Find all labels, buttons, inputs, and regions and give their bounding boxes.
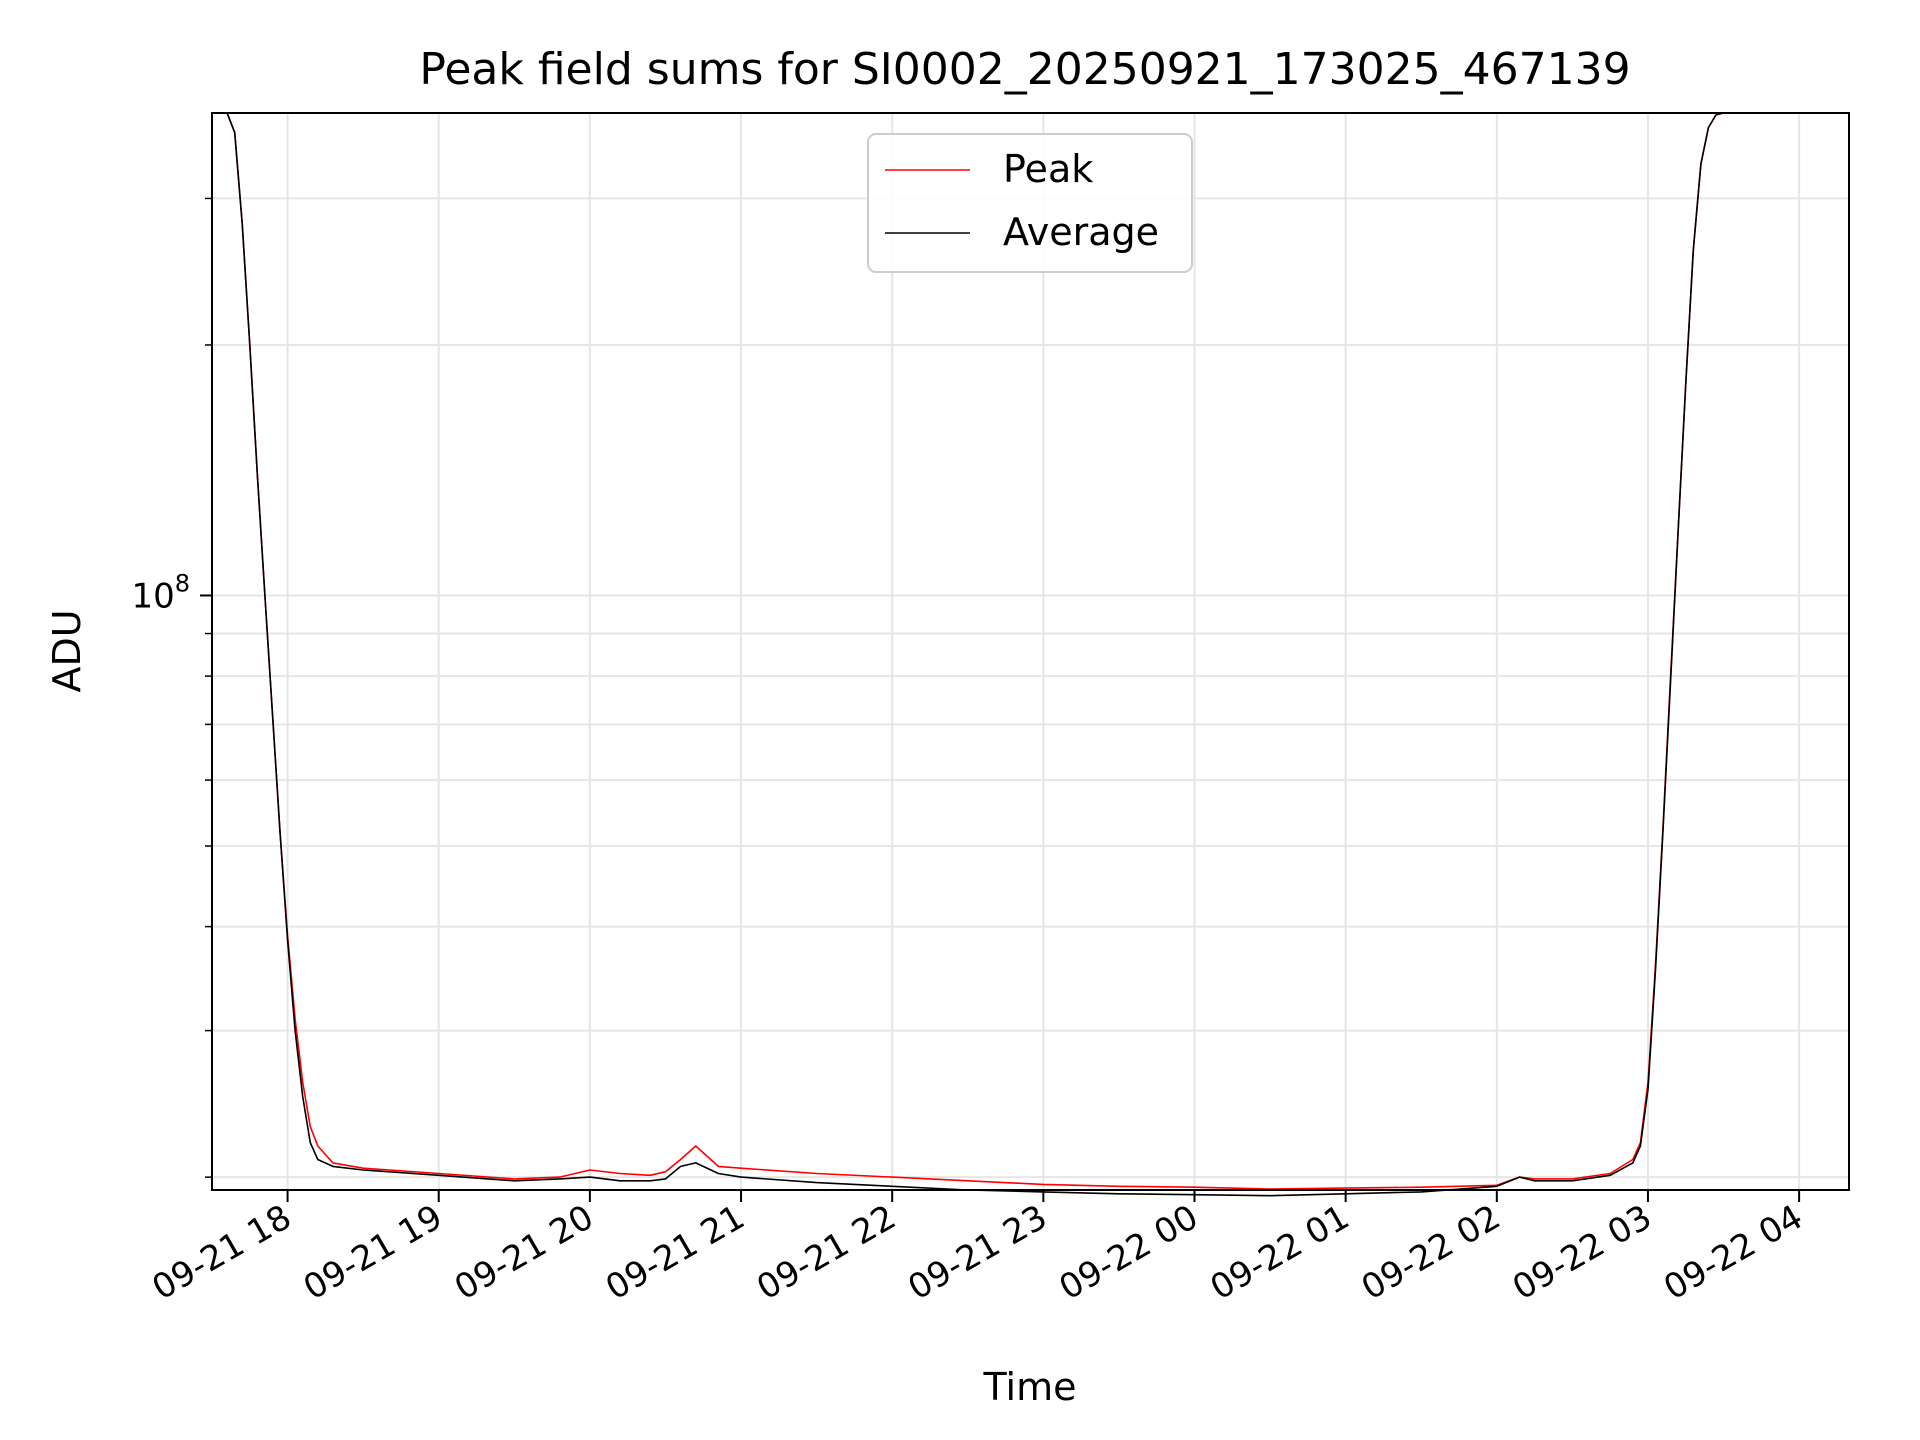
chart-title: Peak field sums for SI0002_20250921_1730… (419, 44, 1630, 95)
legend-label-peak: Peak (1003, 147, 1093, 191)
y-axis: 108 (131, 197, 212, 1178)
y-tick-label-base: 10 (131, 576, 174, 616)
legend-box (867, 133, 1193, 273)
y-tick-label-exponent: 8 (175, 569, 190, 597)
series-line-average (226, 112, 1724, 1197)
x-axis-label: Time (983, 1365, 1077, 1409)
legend: Peak Average (867, 133, 1193, 273)
plot-frame (211, 112, 1850, 1191)
legend-label-average: Average (1003, 210, 1159, 254)
y-tick-label: 108 (131, 569, 190, 616)
y-axis-label: ADU (45, 609, 89, 692)
grid (212, 113, 1849, 1190)
series-layer (226, 112, 1724, 1197)
